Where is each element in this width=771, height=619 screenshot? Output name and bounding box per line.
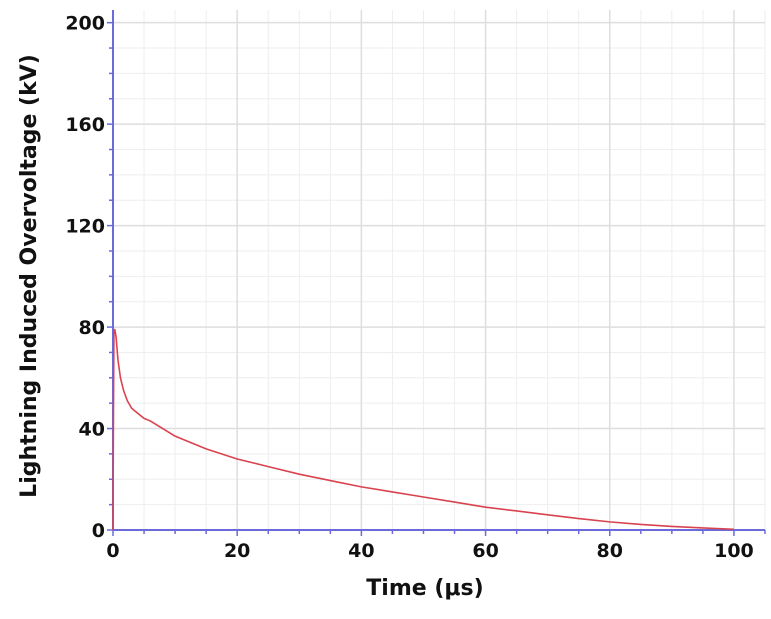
y-tick-label: 120 (65, 216, 105, 238)
x-axis-label: Time (μs) (366, 576, 483, 601)
y-tick-label: 160 (65, 114, 105, 136)
y-tick-label: 0 (92, 520, 105, 542)
y-axis-label: Lightning Induced Overvoltage (kV) (17, 54, 42, 498)
x-tick-label: 60 (472, 540, 498, 562)
x-tick-label: 100 (714, 540, 754, 562)
y-tick-label: 200 (65, 13, 105, 35)
x-tick-label: 40 (348, 540, 374, 562)
grid (112, 10, 766, 531)
y-tick-label: 40 (79, 419, 105, 441)
tick-labels: 0 20 40 60 80 100 0 40 80 120 160 200 (65, 13, 753, 562)
series-line (112, 328, 734, 531)
x-tick-label: 20 (224, 540, 250, 562)
x-tick-label: 0 (106, 540, 119, 562)
y-tick-label: 80 (79, 317, 105, 339)
series-layer (112, 328, 734, 531)
x-tick-label: 80 (597, 540, 623, 562)
